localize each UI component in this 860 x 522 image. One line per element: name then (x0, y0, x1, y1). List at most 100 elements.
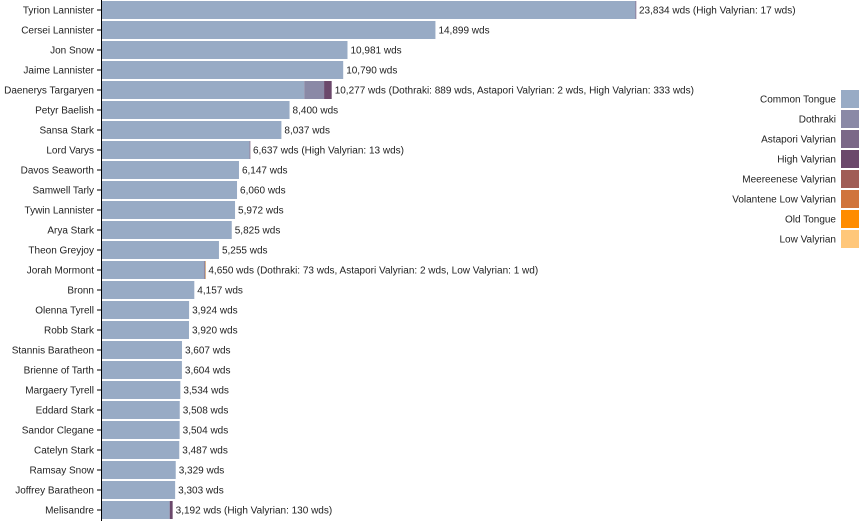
legend-label: Common Tongue (760, 95, 836, 106)
y-tick-label: Tywin Lannister (25, 206, 95, 217)
y-tick-label: Cersei Lannister (21, 26, 94, 37)
legend-label: High Valyrian (777, 155, 836, 166)
y-tick-label: Jaime Lannister (23, 66, 94, 77)
bar-segment (101, 281, 195, 299)
y-tick-label: Davos Seaworth (21, 166, 94, 177)
data-label: 23,834 wds (High Valyrian: 17 wds) (639, 6, 796, 17)
bar-segment (101, 261, 204, 279)
y-tick-label: Margaery Tyrell (25, 386, 94, 397)
y-tick-label: Ramsay Snow (30, 466, 95, 477)
data-label: 3,607 wds (185, 346, 231, 357)
bar-segment (101, 101, 290, 119)
y-tick-label: Joffrey Baratheon (15, 486, 94, 497)
y-tick-label: Stannis Baratheon (12, 346, 94, 357)
bar-segment (249, 141, 251, 159)
y-tick-label: Sansa Stark (40, 126, 95, 137)
data-label: 6,060 wds (240, 186, 286, 197)
bars-layer (101, 1, 637, 519)
bar-segment (101, 41, 348, 59)
y-tick-label: Lord Varys (46, 146, 94, 157)
y-tick-label: Jorah Mormont (27, 266, 94, 277)
y-tick-label: Petyr Baelish (35, 106, 94, 117)
bar-segment (101, 121, 282, 139)
data-label: 3,192 wds (High Valyrian: 130 wds) (176, 506, 333, 517)
bar-segment (101, 201, 236, 219)
y-tick-label: Eddard Stark (36, 406, 95, 417)
bar-segment (101, 401, 180, 419)
bar-segment (101, 321, 189, 339)
y-tick-label: Bronn (67, 286, 94, 297)
y-tick-label: Arya Stark (47, 226, 95, 237)
data-label: 5,825 wds (235, 226, 281, 237)
bar-segment (635, 1, 637, 19)
legend-swatch (841, 150, 859, 168)
bar-segment (101, 181, 238, 199)
data-label: 3,920 wds (192, 326, 238, 337)
bar-segment (101, 481, 176, 499)
bar-segment (101, 141, 250, 159)
y-tick-label: Daenerys Targaryen (4, 86, 94, 97)
legend-label: Low Valyrian (779, 235, 836, 246)
bar-segment (304, 81, 325, 99)
data-label: 3,508 wds (183, 406, 229, 417)
data-label: 5,972 wds (238, 206, 284, 217)
legend-label: Old Tongue (785, 215, 836, 226)
legend-swatch (841, 230, 859, 248)
data-label: 4,157 wds (197, 286, 243, 297)
data-label: 14,899 wds (438, 26, 489, 37)
data-label: 6,637 wds (High Valyrian: 13 wds) (253, 146, 404, 157)
bar-segment (205, 261, 206, 279)
bar-segment (101, 441, 180, 459)
legend-swatch (841, 190, 859, 208)
bar-segment (101, 61, 344, 79)
bar-segment (324, 81, 332, 99)
data-label: 3,604 wds (185, 366, 231, 377)
bar-segment (203, 261, 206, 279)
bar-segment (101, 461, 176, 479)
legend-swatch (841, 130, 859, 148)
legend-swatch (841, 110, 859, 128)
bar-segment (101, 341, 182, 359)
bar-segment (101, 501, 170, 519)
bar-segment (101, 1, 636, 19)
data-label: 6,147 wds (242, 166, 288, 177)
bar-segment (101, 381, 181, 399)
y-tick-label: Melisandre (45, 506, 94, 517)
data-label: 3,924 wds (192, 306, 238, 317)
legend: Common Tongue Dothraki Astapori Valyrian Hi… (732, 90, 859, 248)
y-tick-label: Samwell Tarly (33, 186, 95, 197)
data-labels: 23,834 wds (High Valyrian: 17 wds) 14,899… (176, 6, 796, 517)
data-label: 10,790 wds (346, 66, 397, 77)
y-tick-label: Brienne of Tarth (24, 366, 94, 377)
data-label: 3,303 wds (178, 486, 224, 497)
bar-segment (169, 501, 173, 519)
legend-swatch (841, 210, 859, 228)
y-tick-label: Theon Greyjoy (28, 246, 94, 257)
y-tick-label: Tyrion Lannister (23, 6, 95, 17)
legend-label: Meereenese Valyrian (742, 175, 836, 186)
legend-swatch (841, 170, 859, 188)
y-tick-label: Robb Stark (44, 326, 95, 337)
data-label: 5,255 wds (222, 246, 268, 257)
bar-segment (101, 241, 219, 259)
bar-segment (101, 301, 190, 319)
data-label: 10,981 wds (350, 46, 401, 57)
bar-segment (101, 221, 232, 239)
bar-segment (101, 21, 436, 39)
y-axis: Tyrion Lannister Cersei Lannister Jon Snow… (4, 0, 102, 521)
legend-label: Volantene Low Valyrian (732, 195, 836, 206)
data-label: 4,650 wds (Dothraki: 73 wds, Astapori Va… (208, 266, 538, 277)
bar-segment (101, 421, 180, 439)
y-tick-label: Sandor Clegane (22, 426, 95, 437)
y-tick-label: Jon Snow (50, 46, 95, 57)
bar-segment (101, 81, 305, 99)
legend-label: Dothraki (799, 115, 836, 126)
bar-segment (101, 361, 182, 379)
data-label: 3,487 wds (182, 446, 228, 457)
y-tick-label: Catelyn Stark (34, 446, 95, 457)
data-label: 8,400 wds (293, 106, 339, 117)
legend-label: Astapori Valyrian (761, 135, 836, 146)
y-tick-label: Olenna Tyrell (35, 306, 94, 317)
data-label: 8,037 wds (284, 126, 330, 137)
